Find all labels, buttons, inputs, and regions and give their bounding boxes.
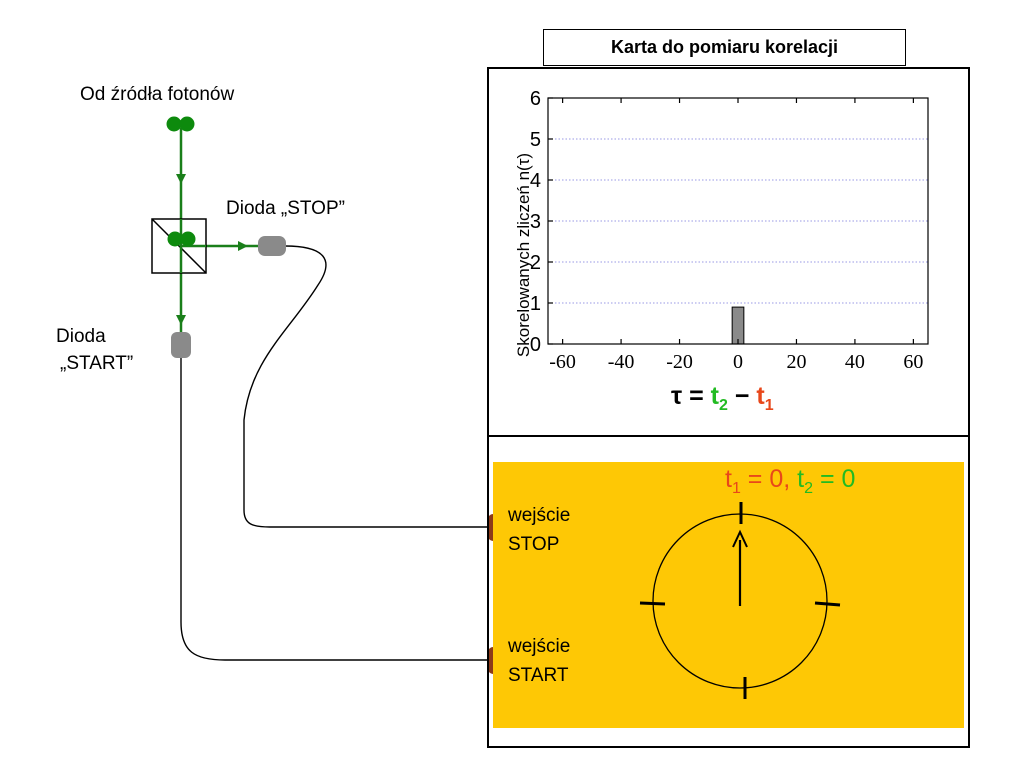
beam-splitter-diagonal [151,218,207,274]
clock-panel [493,462,964,728]
start-cable [180,357,489,661]
diode-start-icon [171,332,191,358]
photon-pair-splitter-b [180,231,196,247]
clock-t1-subscript: 1 [731,480,741,497]
tau-symbol: τ [671,382,683,410]
stop-input-label-line2: STOP [508,534,560,555]
t1-letter: t [756,382,765,410]
clock-t2-value: = 0 [813,465,856,493]
t1-symbol: t1 [756,382,773,414]
clock-t1-value: = 0, [740,465,791,493]
tau-equals: = [682,382,711,410]
diode-start-label-line2: „START” [60,353,134,374]
clock-t2-subscript: 2 [804,480,814,497]
clock-t1-part: t1 = 0, [725,465,791,497]
photon-pair-source-b [179,116,195,132]
clock-tick-right [814,601,841,607]
card-divider [487,435,970,437]
photon-pair-source-a [166,116,182,132]
t2-letter: t [710,382,719,410]
stop-cable [243,245,489,528]
correlation-card-frame [487,67,970,748]
clock-formula: t1 = 0, t2 = 0 [725,465,855,498]
clock-tick-left [639,601,666,606]
tau-formula: τ = t2 − t1 [671,382,774,415]
card-title: Karta do pomiaru korelacji [543,29,906,66]
t2-subscript: 2 [719,397,728,414]
source-label: Od źródła fotonów [80,84,235,105]
stop-input-label-line1: wejście [508,505,571,526]
t2-symbol: t2 [710,382,728,414]
clock-hand-arrowhead [732,529,748,548]
beam-arrow-3 [238,241,248,251]
beam-arrow-2 [176,315,186,325]
beam-arrow-1 [176,174,186,184]
diode-stop-label: Dioda „STOP” [226,198,345,219]
clock-t2-part: t2 = 0 [797,465,856,497]
diode-start-label-line1: Dioda [56,326,106,347]
photon-pair-splitter-a [167,231,183,247]
clock-t2-letter: t [797,465,805,493]
start-input-label-line2: START [508,665,569,686]
diode-stop-icon [258,236,286,256]
clock-t1-letter: t [725,465,732,493]
tau-minus: − [727,382,757,410]
t1-subscript: 1 [764,397,774,414]
start-input-label-line1: wejście [508,636,571,657]
